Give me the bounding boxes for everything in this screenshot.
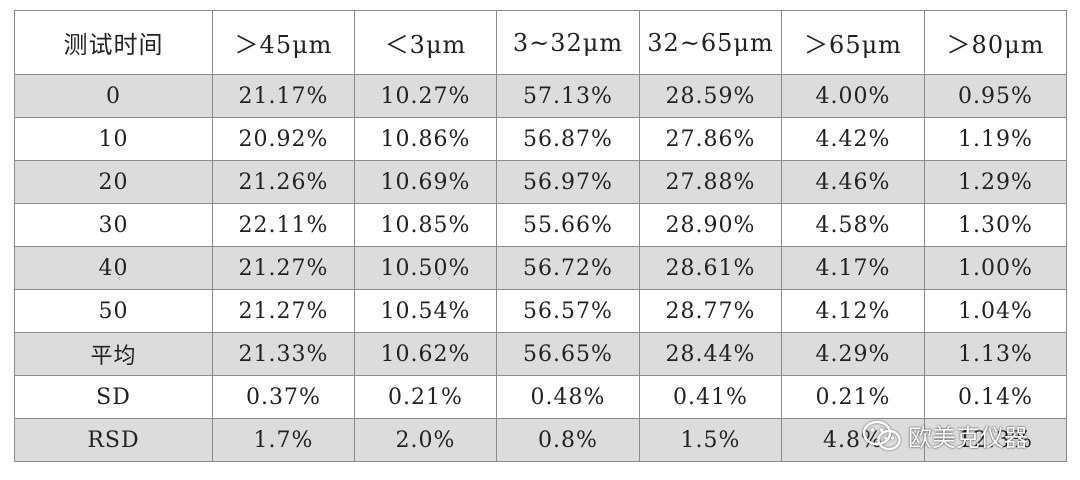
value-cell: 56.87% <box>496 117 640 161</box>
value-cell: 1.30% <box>924 203 1067 247</box>
value-cell: 2.0% <box>354 418 497 462</box>
table-body: 0 21.17% 10.27% 57.13% 28.59% 4.00% 0.95% 10 20.… <box>14 74 1067 462</box>
header-3-32um: 3~32μm <box>496 10 640 75</box>
header-gt65um: ＞65μm <box>781 10 925 75</box>
row-label-cell: SD <box>14 375 213 419</box>
value-cell: 20.92% <box>212 117 355 161</box>
value-cell: 28.90% <box>639 203 782 247</box>
value-cell: 10.69% <box>354 160 497 204</box>
value-cell: 21.17% <box>212 74 355 118</box>
value-cell: 56.65% <box>496 332 640 376</box>
value-cell: 0.48% <box>496 375 640 419</box>
value-cell: 4.58% <box>781 203 925 247</box>
row-label-cell: 30 <box>14 203 213 247</box>
table-row: 50 21.27% 10.54% 56.57% 28.77% 4.12% 1.04% <box>14 289 1067 333</box>
value-cell: 10.50% <box>354 246 497 290</box>
value-cell: 28.77% <box>639 289 782 333</box>
value-cell: 56.97% <box>496 160 640 204</box>
table-row: 30 22.11% 10.85% 55.66% 28.90% 4.58% 1.30% <box>14 203 1067 247</box>
value-cell: 22.11% <box>212 203 355 247</box>
value-cell: 12.3% <box>924 418 1067 462</box>
value-cell: 28.44% <box>639 332 782 376</box>
value-cell: 4.17% <box>781 246 925 290</box>
value-cell: 1.19% <box>924 117 1067 161</box>
value-cell: 0.41% <box>639 375 782 419</box>
value-cell: 4.46% <box>781 160 925 204</box>
value-cell: 10.85% <box>354 203 497 247</box>
header-gt80um: ＞80μm <box>924 10 1067 75</box>
value-cell: 1.29% <box>924 160 1067 204</box>
value-cell: 56.57% <box>496 289 640 333</box>
value-cell: 0.37% <box>212 375 355 419</box>
value-cell: 0.8% <box>496 418 640 462</box>
value-cell: 21.26% <box>212 160 355 204</box>
value-cell: 1.04% <box>924 289 1067 333</box>
value-cell: 10.54% <box>354 289 497 333</box>
value-cell: 55.66% <box>496 203 640 247</box>
value-cell: 1.7% <box>212 418 355 462</box>
value-cell: 0.21% <box>354 375 497 419</box>
value-cell: 28.59% <box>639 74 782 118</box>
table-row: 40 21.27% 10.50% 56.72% 28.61% 4.17% 1.00% <box>14 246 1067 290</box>
header-32-65um: 32~65μm <box>639 10 782 75</box>
header-lt3um: ＜3μm <box>354 10 497 75</box>
value-cell: 28.61% <box>639 246 782 290</box>
value-cell: 4.8% <box>781 418 925 462</box>
value-cell: 0.14% <box>924 375 1067 419</box>
row-label-cell: 0 <box>14 74 213 118</box>
row-label-cell: 平均 <box>14 332 213 376</box>
value-cell: 27.88% <box>639 160 782 204</box>
value-cell: 1.13% <box>924 332 1067 376</box>
table-row: SD 0.37% 0.21% 0.48% 0.41% 0.21% 0.14% <box>14 375 1067 419</box>
value-cell: 10.86% <box>354 117 497 161</box>
value-cell: 21.33% <box>212 332 355 376</box>
table-row: RSD 1.7% 2.0% 0.8% 1.5% 4.8% 12.3% <box>14 418 1067 462</box>
row-label-cell: 20 <box>14 160 213 204</box>
value-cell: 0.95% <box>924 74 1067 118</box>
table-row: 20 21.26% 10.69% 56.97% 27.88% 4.46% 1.29% <box>14 160 1067 204</box>
value-cell: 4.00% <box>781 74 925 118</box>
row-label-cell: 10 <box>14 117 213 161</box>
row-label-cell: 50 <box>14 289 213 333</box>
value-cell: 4.29% <box>781 332 925 376</box>
header-row: 测试时间 ＞45μm ＜3μm 3~32μm 32~65μm ＞65μm ＞80… <box>14 10 1067 75</box>
table-row: 0 21.17% 10.27% 57.13% 28.59% 4.00% 0.95% <box>14 74 1067 118</box>
table-row: 平均 21.33% 10.62% 56.65% 28.44% 4.29% 1.13% <box>14 332 1067 376</box>
value-cell: 0.21% <box>781 375 925 419</box>
value-cell: 1.00% <box>924 246 1067 290</box>
value-cell: 10.27% <box>354 74 497 118</box>
value-cell: 57.13% <box>496 74 640 118</box>
value-cell: 10.62% <box>354 332 497 376</box>
value-cell: 21.27% <box>212 246 355 290</box>
value-cell: 4.12% <box>781 289 925 333</box>
particle-size-table: 测试时间 ＞45μm ＜3μm 3~32μm 32~65μm ＞65μm ＞80… <box>14 10 1067 462</box>
table-row: 10 20.92% 10.86% 56.87% 27.86% 4.42% 1.19% <box>14 117 1067 161</box>
row-label-cell: 40 <box>14 246 213 290</box>
value-cell: 21.27% <box>212 289 355 333</box>
value-cell: 56.72% <box>496 246 640 290</box>
header-gt45um: ＞45μm <box>212 10 355 75</box>
header-test-time: 测试时间 <box>14 10 213 75</box>
row-label-cell: RSD <box>14 418 213 462</box>
value-cell: 27.86% <box>639 117 782 161</box>
value-cell: 1.5% <box>639 418 782 462</box>
value-cell: 4.42% <box>781 117 925 161</box>
